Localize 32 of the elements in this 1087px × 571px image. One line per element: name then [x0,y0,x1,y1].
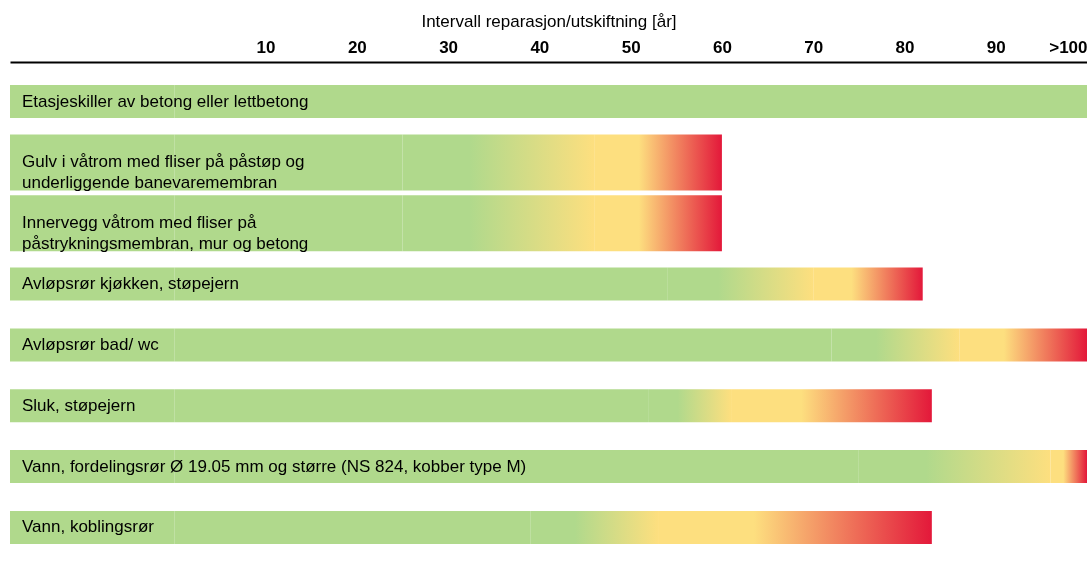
x-axis-title: Intervall reparasjon/utskiftning [år] [421,11,677,31]
x-tick-label: 40 [530,37,550,57]
x-tick-label: >100 [1049,37,1087,57]
x-tick-label: 50 [621,37,641,57]
x-tick-label: 10 [256,37,276,57]
bar [648,389,732,423]
y-tick-label: Sluk, støpejern [22,395,136,415]
bar [1050,450,1087,484]
x-tick-label: 20 [347,37,367,57]
bar [658,510,932,544]
x-tick-label: 60 [712,37,732,57]
x-tick-label: 90 [986,37,1006,57]
y-tick-label: Gulv i våtrom med fliser på påstøp og underliggende banevaremembran [22,152,305,193]
bar [667,267,814,301]
y-tick-label: Vann, koblingsrør [22,517,155,537]
bar [831,328,960,362]
bar [174,510,531,544]
y-tick-label: Vann, fordelingsrør Ø 19.05 mm og større (NS 824, kobber type M) [22,456,527,476]
bar [174,328,832,362]
bar [174,389,649,423]
bar [959,328,1087,362]
y-tick-label: Innervegg våtrom med fliser på påstrykningsmembran, mur og betong [22,213,309,254]
y-tick-label: Avløpsrør kjøkken, støpejern [22,274,239,294]
bar [858,450,1051,484]
x-tick-label: 80 [895,37,915,57]
x-tick-label: 30 [439,37,459,57]
x-tick-label: 70 [804,37,824,57]
bar [813,267,923,301]
bar [731,389,932,423]
bar [530,510,659,544]
y-tick-label: Etasjeskiller av betong eller lettbetong [22,91,309,111]
y-tick-label: Avløpsrør bad/ wc [22,334,160,354]
